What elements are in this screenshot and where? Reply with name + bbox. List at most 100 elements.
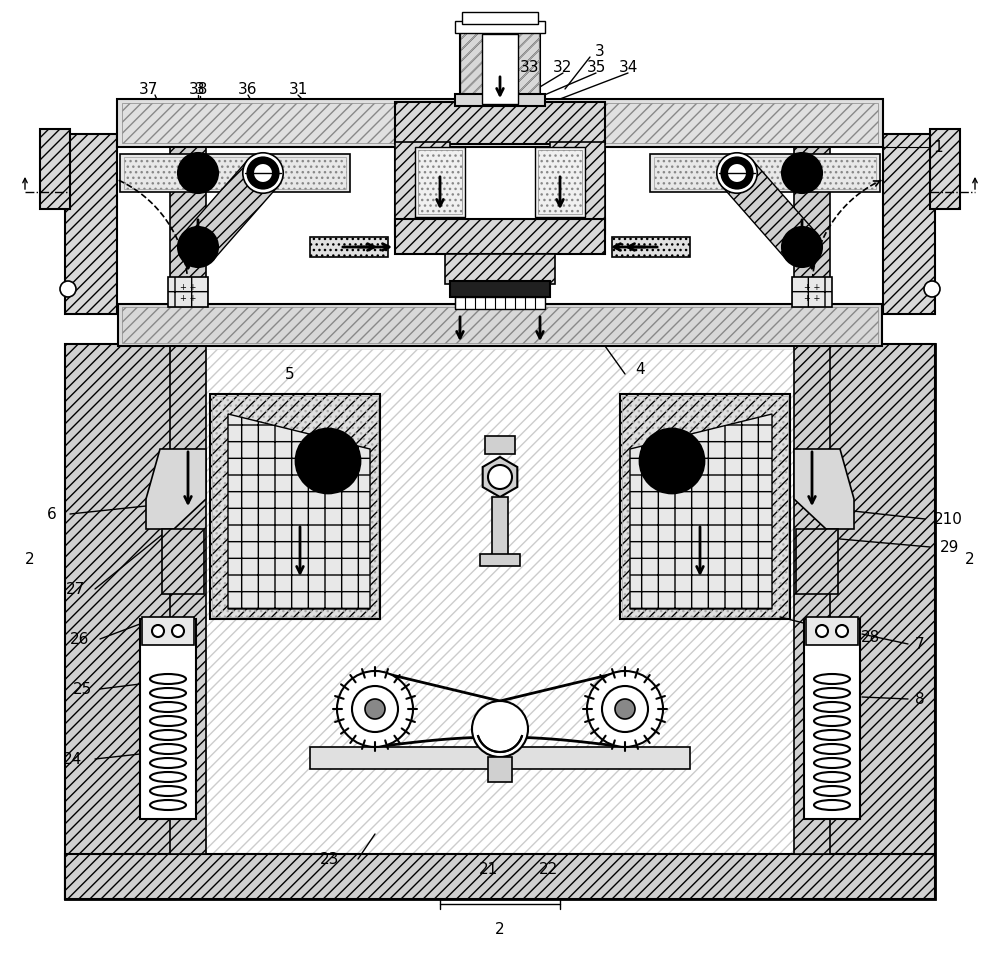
Bar — [70, 350, 930, 894]
Circle shape — [365, 700, 385, 720]
Bar — [455, 22, 545, 34]
Circle shape — [60, 282, 76, 297]
Bar — [395, 145, 605, 234]
Circle shape — [253, 164, 273, 184]
Text: 4: 4 — [635, 362, 645, 377]
Text: 210: 210 — [934, 512, 962, 527]
Polygon shape — [794, 450, 854, 530]
Bar — [794, 135, 830, 335]
Bar — [395, 103, 605, 145]
Text: 6: 6 — [47, 507, 57, 522]
Text: 27: 27 — [65, 582, 85, 597]
Circle shape — [717, 153, 757, 193]
Text: 5: 5 — [285, 367, 295, 382]
Bar — [550, 143, 605, 223]
Bar — [415, 148, 465, 218]
Circle shape — [615, 700, 635, 720]
Circle shape — [727, 164, 747, 184]
Circle shape — [178, 228, 218, 268]
Bar — [455, 297, 545, 310]
Bar — [418, 151, 462, 214]
Bar — [461, 30, 539, 104]
Bar — [450, 282, 550, 297]
Bar — [310, 237, 388, 257]
Bar — [395, 220, 605, 254]
Text: 8: 8 — [915, 692, 925, 707]
Text: 28: 28 — [860, 630, 880, 645]
Text: 2: 2 — [495, 922, 505, 937]
Circle shape — [782, 228, 822, 268]
Bar — [65, 854, 935, 899]
Bar — [170, 135, 206, 335]
Bar — [488, 758, 512, 782]
Text: 22: 22 — [538, 862, 558, 877]
Bar — [480, 555, 520, 566]
Bar — [120, 154, 350, 193]
Bar — [206, 350, 794, 854]
Circle shape — [488, 465, 512, 490]
Text: 2: 2 — [965, 552, 975, 567]
Text: 34: 34 — [618, 60, 638, 75]
Text: + +
+ +: + + + + — [804, 283, 820, 302]
Text: + +
+ +: + + + + — [180, 283, 196, 302]
Ellipse shape — [152, 625, 164, 638]
Bar — [162, 530, 204, 595]
Text: 36: 36 — [238, 82, 258, 97]
Text: 2: 2 — [25, 552, 35, 567]
Bar — [535, 148, 585, 218]
Text: 24: 24 — [62, 752, 82, 767]
Circle shape — [337, 671, 413, 747]
Bar — [654, 158, 876, 190]
Ellipse shape — [172, 625, 184, 638]
Text: 32: 32 — [553, 60, 573, 75]
Bar — [825, 345, 935, 899]
Bar — [612, 237, 690, 257]
Text: 38: 38 — [188, 82, 208, 97]
Text: 35: 35 — [586, 60, 606, 75]
Text: 23: 23 — [320, 852, 340, 866]
Bar — [455, 95, 545, 107]
Bar — [117, 100, 883, 148]
Text: 33: 33 — [520, 60, 540, 75]
Ellipse shape — [836, 625, 848, 638]
Circle shape — [587, 671, 663, 747]
Polygon shape — [630, 415, 772, 609]
Bar — [65, 345, 935, 899]
Text: 7: 7 — [915, 637, 925, 652]
Bar — [212, 396, 378, 618]
Bar — [310, 747, 690, 769]
Text: 3: 3 — [595, 45, 605, 59]
Polygon shape — [620, 395, 790, 619]
Bar — [538, 151, 582, 214]
Bar — [806, 618, 858, 645]
Bar — [485, 436, 515, 455]
Bar — [492, 497, 508, 558]
Polygon shape — [183, 161, 278, 261]
Circle shape — [243, 153, 283, 193]
Bar — [794, 345, 830, 854]
Bar — [792, 277, 832, 308]
Text: 31: 31 — [288, 82, 308, 97]
Bar — [462, 13, 538, 25]
Circle shape — [602, 686, 648, 732]
Bar — [65, 345, 175, 899]
Bar — [445, 254, 555, 285]
Text: 26: 26 — [70, 632, 90, 647]
Bar — [650, 154, 880, 193]
Bar — [930, 130, 960, 210]
Polygon shape — [146, 450, 206, 530]
Bar — [482, 35, 518, 105]
Bar — [804, 619, 860, 820]
Circle shape — [640, 430, 704, 494]
Bar — [122, 104, 878, 144]
Bar — [65, 135, 117, 314]
Bar — [170, 345, 206, 854]
Text: 1: 1 — [933, 140, 943, 155]
Polygon shape — [210, 395, 380, 619]
Bar — [140, 619, 196, 820]
Bar — [40, 130, 70, 210]
Polygon shape — [722, 161, 817, 261]
Circle shape — [782, 153, 822, 193]
Bar — [122, 308, 878, 344]
Bar — [622, 396, 788, 618]
